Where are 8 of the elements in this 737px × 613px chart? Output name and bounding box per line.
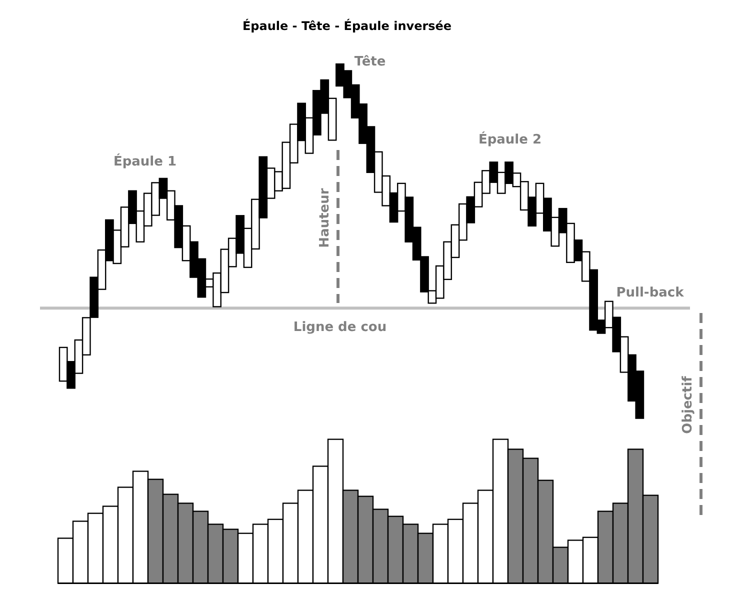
annotation: Épaule 2 bbox=[478, 130, 542, 148]
text: Objectif bbox=[680, 376, 696, 434]
ref-line-label: Ligne de cou bbox=[293, 320, 387, 336]
annotation: Hauteur bbox=[318, 188, 333, 248]
annotation: Tête bbox=[354, 54, 386, 70]
annotation: Pull-back bbox=[616, 286, 684, 301]
chart-title: Épaule - Tête - Épaule inversée bbox=[242, 18, 452, 33]
annotation: Épaule 1 bbox=[113, 152, 177, 170]
